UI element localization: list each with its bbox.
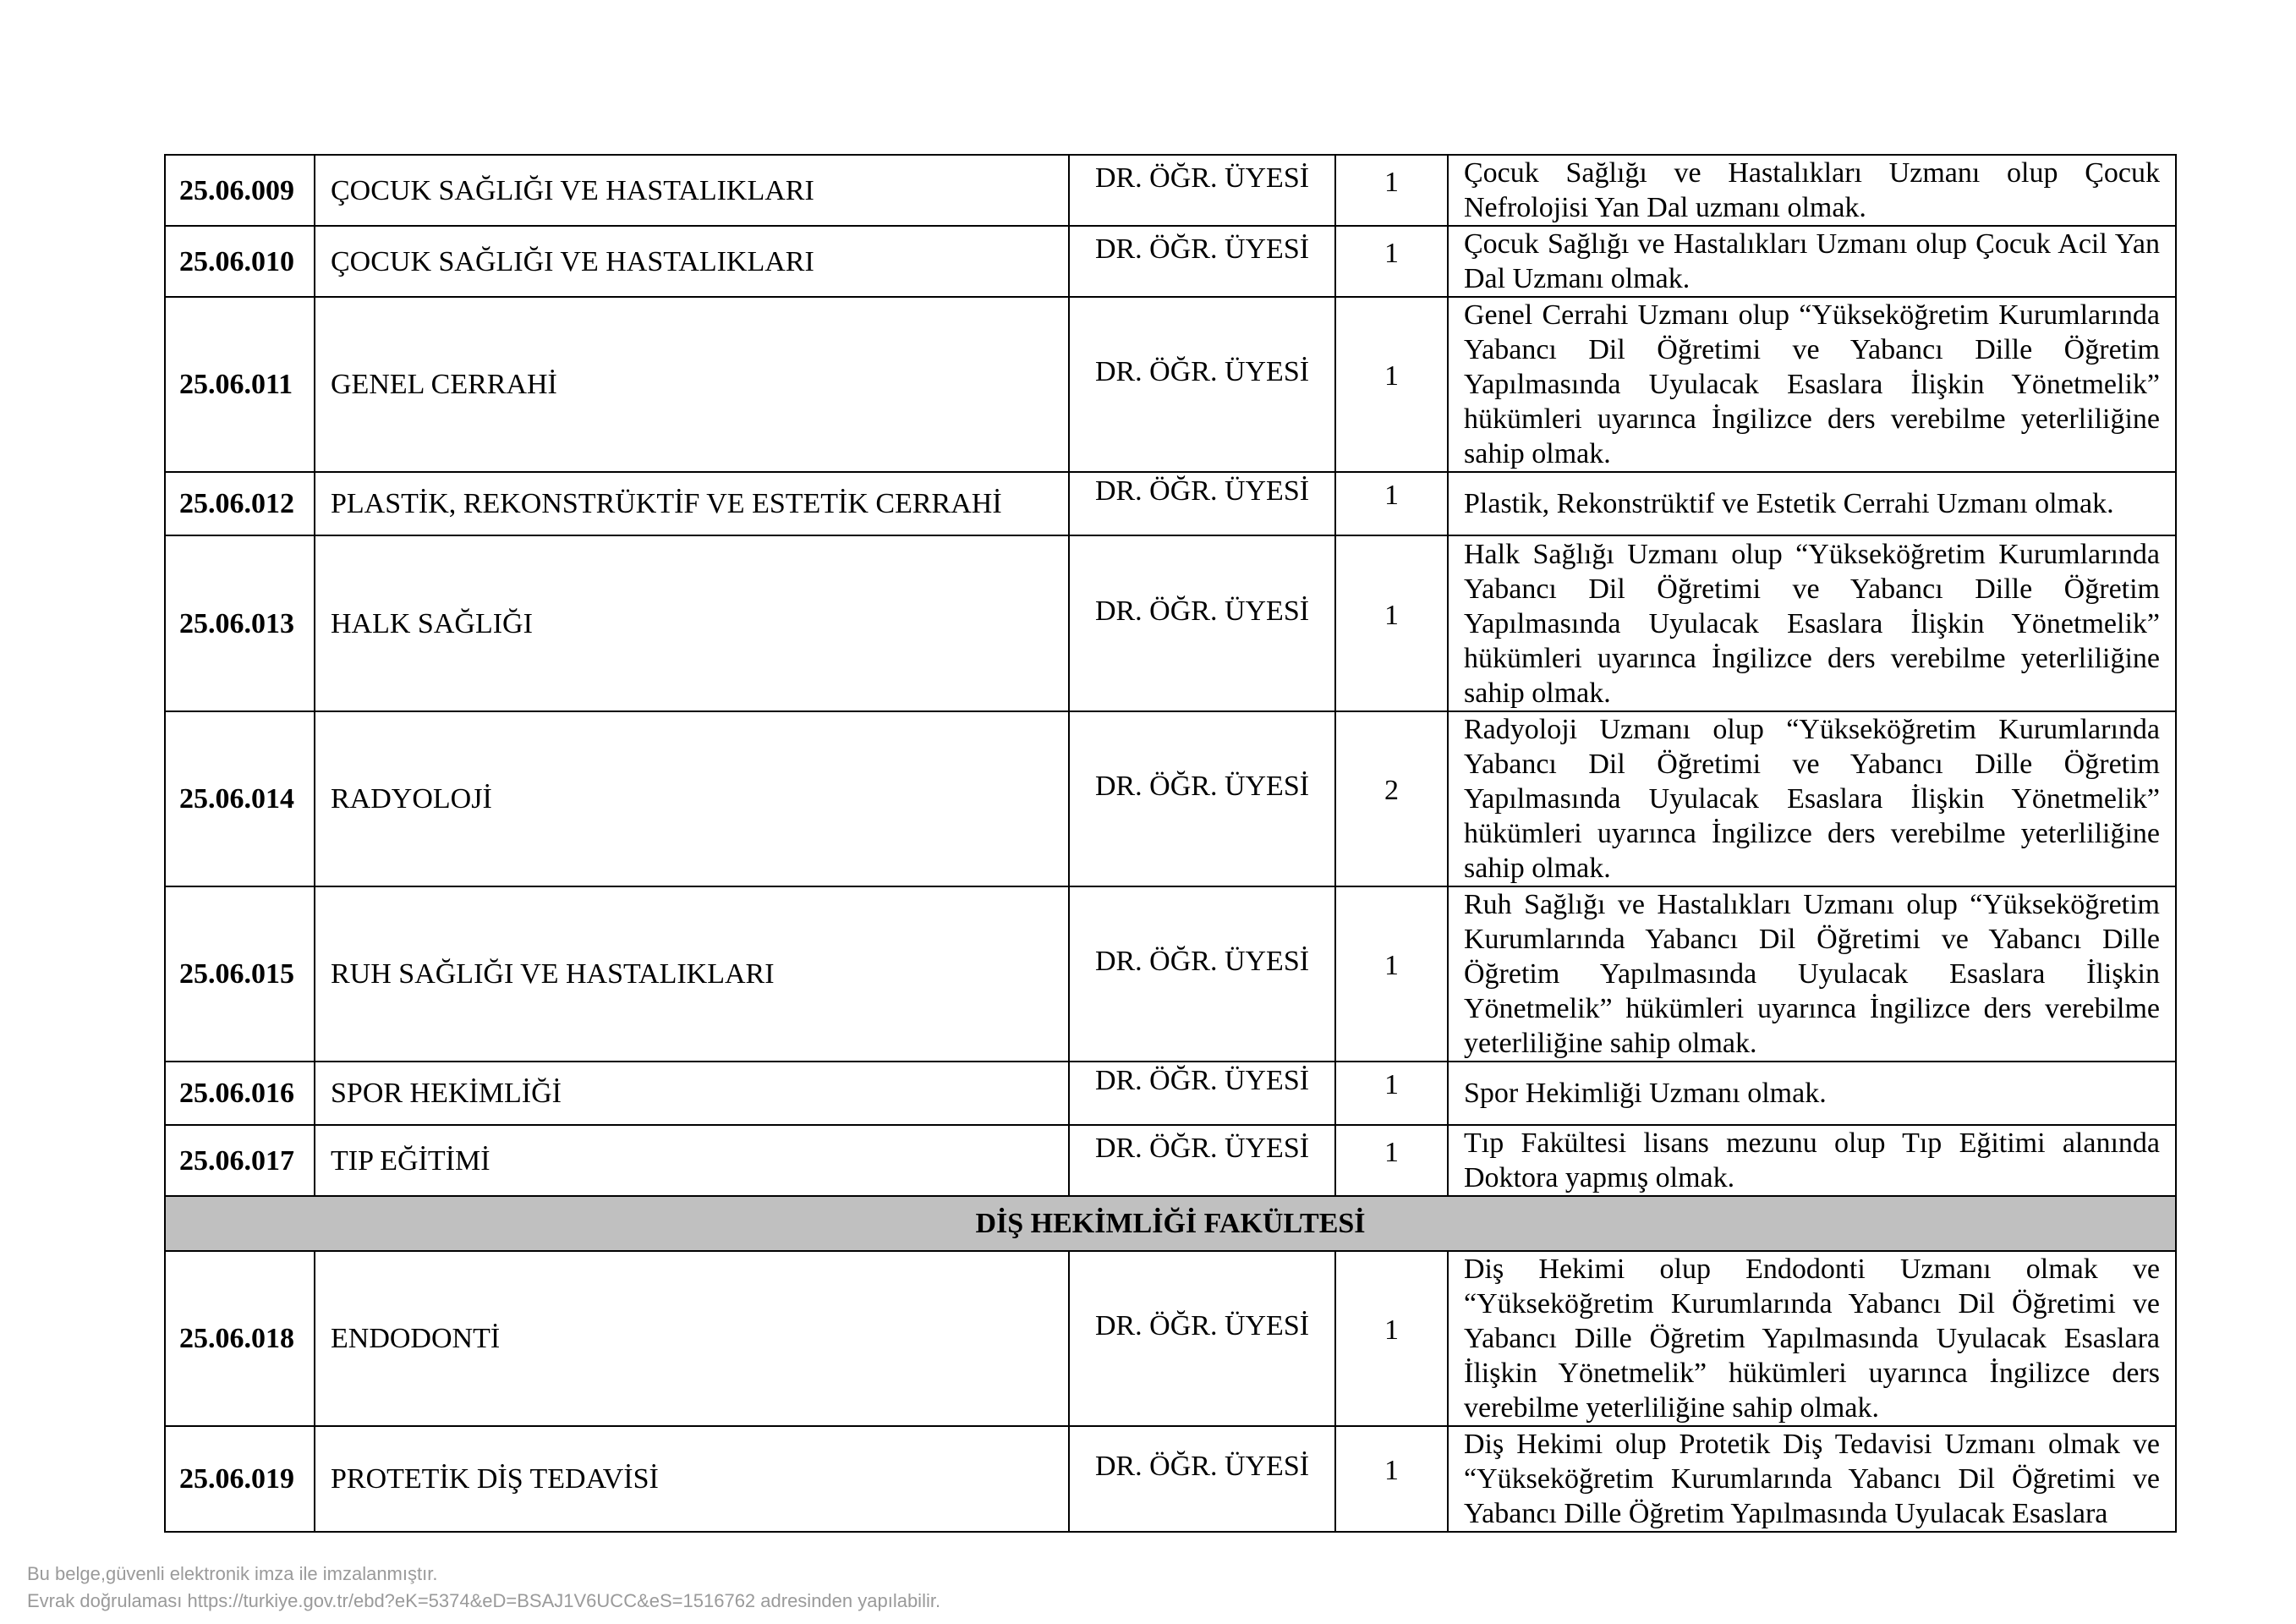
table-row: 25.06.014 RADYOLOJİ DR. ÖĞR. ÜYESİ 2 Radyolo… bbox=[164, 710, 2177, 887]
position-code: 25.06.015 bbox=[164, 886, 315, 1062]
academic-title: DR. ÖĞR. ÜYESİ bbox=[1068, 471, 1336, 536]
requirement-text: Ruh Sağlığı ve Hastalıkları Uzmanı olup … bbox=[1447, 886, 2177, 1062]
academic-title: DR. ÖĞR. ÜYESİ bbox=[1068, 1425, 1336, 1533]
position-code: 25.06.019 bbox=[164, 1425, 315, 1533]
department-name: SPOR HEKİMLİĞİ bbox=[314, 1061, 1070, 1126]
academic-title: DR. ÖĞR. ÜYESİ bbox=[1068, 154, 1336, 227]
department-name: GENEL CERRAHİ bbox=[314, 296, 1070, 473]
requirement-text: Tıp Fakültesi lisans mezunu olup Tıp Eği… bbox=[1447, 1124, 2177, 1197]
position-code: 25.06.018 bbox=[164, 1250, 315, 1427]
table-row: 25.06.013 HALK SAĞLIĞI DR. ÖĞR. ÜYESİ 1 Halk… bbox=[164, 535, 2177, 712]
position-count: 1 bbox=[1334, 225, 1449, 298]
requirement-text: Diş Hekimi olup Protetik Diş Tedavisi Uz… bbox=[1447, 1425, 2177, 1533]
position-code: 25.06.010 bbox=[164, 225, 315, 298]
requirement-text: Çocuk Sağlığı ve Hastalıkları Uzmanı olu… bbox=[1447, 154, 2177, 227]
table-row: 25.06.018 ENDODONTİ DR. ÖĞR. ÜYESİ 1 Diş Hek… bbox=[164, 1250, 2177, 1427]
verification-line: Evrak doğrulaması https://turkiye.gov.tr… bbox=[27, 1590, 941, 1611]
table-row: 25.06.016 SPOR HEKİMLİĞİ DR. ÖĞR. ÜYESİ 1 Sp… bbox=[164, 1061, 2177, 1126]
faculty-section-row: DİŞ HEKİMLİĞİ FAKÜLTESİ bbox=[164, 1195, 2177, 1252]
academic-title: DR. ÖĞR. ÜYESİ bbox=[1068, 1124, 1336, 1197]
e-signature-notice: Bu belge,güvenli elektronik imza ile imz… bbox=[27, 1561, 940, 1615]
position-count: 1 bbox=[1334, 471, 1449, 536]
department-name: RADYOLOJİ bbox=[314, 710, 1070, 887]
academic-title: DR. ÖĞR. ÜYESİ bbox=[1068, 710, 1336, 887]
position-count: 2 bbox=[1334, 710, 1449, 887]
position-count: 1 bbox=[1334, 296, 1449, 473]
position-count: 1 bbox=[1334, 1250, 1449, 1427]
faculty-section-title: DİŞ HEKİMLİĞİ FAKÜLTESİ bbox=[164, 1195, 2177, 1252]
position-code: 25.06.009 bbox=[164, 154, 315, 227]
department-name: TIP EĞİTİMİ bbox=[314, 1124, 1070, 1197]
table-row: 25.06.012 PLASTİK, REKONSTRÜKTİF VE ESTET… bbox=[164, 471, 2177, 536]
academic-title: DR. ÖĞR. ÜYESİ bbox=[1068, 535, 1336, 712]
position-code: 25.06.013 bbox=[164, 535, 315, 712]
academic-title: DR. ÖĞR. ÜYESİ bbox=[1068, 1250, 1336, 1427]
department-name: ÇOCUK SAĞLIĞI VE HASTALIKLARI bbox=[314, 225, 1070, 298]
requirement-text: Plastik, Rekonstrüktif ve Estetik Cerrah… bbox=[1447, 471, 2177, 536]
table-row: 25.06.009 ÇOCUK SAĞLIĞI VE HASTALIKLARI DR… bbox=[164, 154, 2177, 227]
position-count: 1 bbox=[1334, 886, 1449, 1062]
requirement-text: Radyoloji Uzmanı olup “Yükseköğretim Kur… bbox=[1447, 710, 2177, 887]
department-name: PROTETİK DİŞ TEDAVİSİ bbox=[314, 1425, 1070, 1533]
requirement-text: Spor Hekimliği Uzmanı olmak. bbox=[1447, 1061, 2177, 1126]
table-row: 25.06.010 ÇOCUK SAĞLIĞI VE HASTALIKLARI DR… bbox=[164, 225, 2177, 298]
department-name: ÇOCUK SAĞLIĞI VE HASTALIKLARI bbox=[314, 154, 1070, 227]
department-name: PLASTİK, REKONSTRÜKTİF VE ESTETİK CERRAH… bbox=[314, 471, 1070, 536]
position-count: 1 bbox=[1334, 535, 1449, 712]
requirement-text: Çocuk Sağlığı ve Hastalıkları Uzmanı olu… bbox=[1447, 225, 2177, 298]
position-count: 1 bbox=[1334, 1061, 1449, 1126]
position-count: 1 bbox=[1334, 154, 1449, 227]
position-code: 25.06.017 bbox=[164, 1124, 315, 1197]
position-code: 25.06.012 bbox=[164, 471, 315, 536]
requirement-text: Halk Sağlığı Uzmanı olup “Yükseköğretim … bbox=[1447, 535, 2177, 712]
signature-line: Bu belge,güvenli elektronik imza ile imz… bbox=[27, 1563, 438, 1584]
positions-table: 25.06.009 ÇOCUK SAĞLIĞI VE HASTALIKLARI DR… bbox=[164, 154, 2177, 1533]
table-row: 25.06.019 PROTETİK DİŞ TEDAVİSİ DR. ÖĞR. Ü… bbox=[164, 1425, 2177, 1533]
academic-title: DR. ÖĞR. ÜYESİ bbox=[1068, 1061, 1336, 1126]
department-name: ENDODONTİ bbox=[314, 1250, 1070, 1427]
position-code: 25.06.016 bbox=[164, 1061, 315, 1126]
requirement-text: Genel Cerrahi Uzmanı olup “Yükseköğretim… bbox=[1447, 296, 2177, 473]
academic-title: DR. ÖĞR. ÜYESİ bbox=[1068, 225, 1336, 298]
department-name: RUH SAĞLIĞI VE HASTALIKLARI bbox=[314, 886, 1070, 1062]
position-count: 1 bbox=[1334, 1124, 1449, 1197]
requirement-text: Diş Hekimi olup Endodonti Uzmanı olmak v… bbox=[1447, 1250, 2177, 1427]
table-row: 25.06.017 TIP EĞİTİMİ DR. ÖĞR. ÜYESİ 1 Tıp F… bbox=[164, 1124, 2177, 1197]
position-count: 1 bbox=[1334, 1425, 1449, 1533]
academic-title: DR. ÖĞR. ÜYESİ bbox=[1068, 886, 1336, 1062]
table-row: 25.06.015 RUH SAĞLIĞI VE HASTALIKLARI DR. … bbox=[164, 886, 2177, 1062]
academic-title: DR. ÖĞR. ÜYESİ bbox=[1068, 296, 1336, 473]
position-code: 25.06.011 bbox=[164, 296, 315, 473]
table-row: 25.06.011 GENEL CERRAHİ DR. ÖĞR. ÜYESİ 1 Gen… bbox=[164, 296, 2177, 473]
position-code: 25.06.014 bbox=[164, 710, 315, 887]
department-name: HALK SAĞLIĞI bbox=[314, 535, 1070, 712]
